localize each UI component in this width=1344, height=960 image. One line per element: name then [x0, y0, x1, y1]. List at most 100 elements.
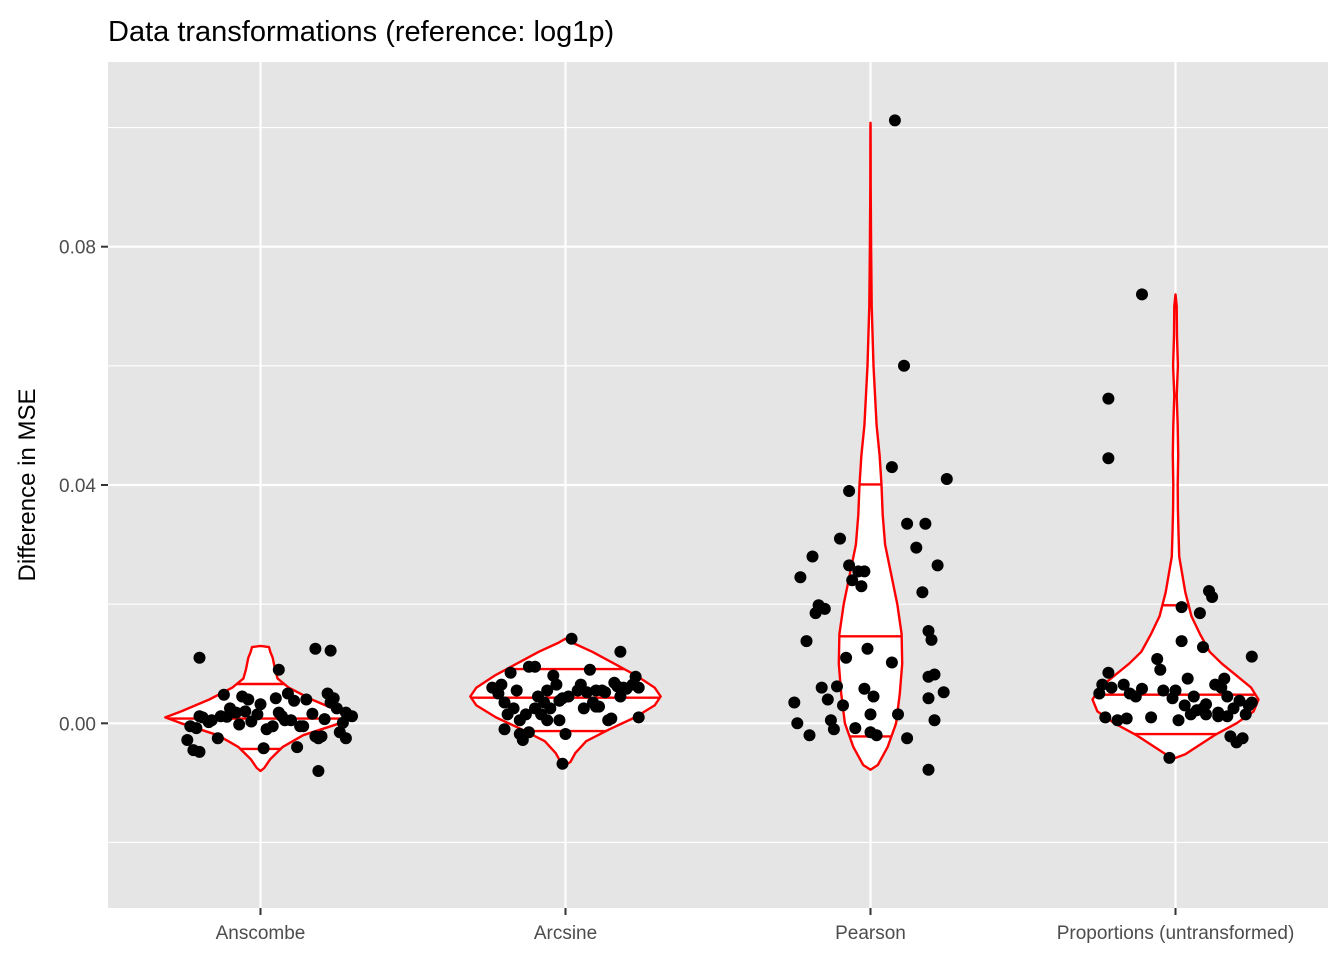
data-point — [318, 713, 331, 726]
x-tick-label: Pearson — [835, 923, 906, 944]
x-tick-label: Proportions (untransformed) — [1057, 923, 1295, 944]
data-point — [855, 580, 868, 593]
data-point — [288, 694, 301, 707]
data-point — [1221, 690, 1234, 703]
data-point — [498, 723, 511, 736]
data-point — [565, 632, 578, 645]
data-point — [885, 461, 898, 474]
data-point — [806, 550, 819, 563]
data-point — [898, 359, 910, 372]
data-point — [1200, 708, 1212, 721]
data-point — [583, 663, 596, 676]
data-point — [892, 708, 904, 721]
data-point — [580, 686, 593, 699]
data-point — [1111, 714, 1124, 727]
data-point — [1197, 641, 1209, 654]
data-point — [1136, 288, 1148, 301]
data-point — [559, 728, 572, 740]
violin-shape — [837, 121, 904, 771]
data-point — [1175, 635, 1188, 648]
data-point — [577, 702, 590, 715]
data-point — [928, 714, 941, 727]
data-point — [1151, 653, 1164, 665]
data-point — [901, 517, 914, 530]
data-point — [306, 707, 319, 720]
data-point — [214, 710, 227, 723]
data-point — [1218, 672, 1231, 685]
data-point — [190, 722, 203, 735]
data-point — [1200, 698, 1212, 711]
data-point — [1206, 591, 1219, 603]
data-point — [510, 684, 523, 697]
data-point — [193, 651, 206, 664]
data-point — [602, 714, 615, 727]
data-point — [629, 670, 642, 683]
data-point — [1236, 732, 1249, 745]
data-point — [1163, 751, 1176, 764]
data-point — [843, 559, 856, 572]
data-point — [1145, 711, 1158, 724]
data-point — [239, 705, 252, 718]
data-point — [632, 681, 645, 694]
data-point — [1187, 690, 1200, 703]
data-point — [556, 757, 569, 770]
data-point — [788, 696, 801, 709]
data-point — [181, 734, 194, 746]
data-point — [827, 723, 840, 736]
data-point — [794, 571, 807, 584]
data-point — [550, 678, 563, 691]
data-point — [1212, 710, 1225, 723]
data-point — [562, 690, 575, 703]
data-point — [233, 718, 246, 731]
data-point — [1233, 694, 1246, 707]
data-point — [224, 702, 236, 715]
data-point — [803, 729, 816, 742]
data-point — [1221, 710, 1234, 723]
data-point — [507, 702, 520, 715]
data-point — [846, 574, 859, 587]
data-point — [1105, 681, 1118, 694]
jitter-points-layer — [181, 114, 1258, 777]
data-point — [815, 681, 828, 694]
data-point — [1172, 714, 1185, 727]
data-point — [1102, 666, 1115, 679]
data-point — [885, 656, 898, 669]
x-axis: Anscombe Arcsine Pearson Proportions (untra… — [216, 908, 1295, 944]
data-point — [937, 686, 950, 699]
data-point — [1178, 699, 1191, 712]
data-point — [553, 714, 566, 727]
data-point — [541, 684, 554, 697]
data-point — [315, 730, 328, 743]
data-point — [837, 699, 849, 712]
data-point — [834, 532, 846, 545]
data-point — [242, 693, 255, 706]
data-point — [843, 485, 856, 497]
data-point — [285, 714, 297, 727]
data-point — [1120, 712, 1133, 725]
data-point — [791, 717, 804, 730]
data-point — [336, 716, 349, 729]
data-point — [504, 666, 517, 679]
data-point — [870, 729, 883, 742]
data-point — [1102, 452, 1115, 465]
data-point — [205, 714, 218, 727]
data-point — [840, 651, 853, 664]
data-point — [346, 710, 358, 723]
data-point — [309, 642, 322, 655]
data-point — [324, 696, 337, 709]
data-point — [272, 706, 285, 719]
data-point — [916, 586, 929, 599]
data-point — [919, 517, 932, 530]
data-point — [590, 684, 602, 697]
data-point — [529, 660, 541, 673]
data-point — [300, 693, 313, 706]
data-point — [922, 692, 935, 705]
data-point — [547, 669, 560, 682]
x-tick-label: Arcsine — [534, 923, 597, 944]
data-point — [800, 635, 813, 648]
data-point — [269, 692, 282, 705]
data-point — [931, 559, 944, 572]
data-point — [1117, 678, 1130, 691]
data-point — [849, 722, 862, 735]
